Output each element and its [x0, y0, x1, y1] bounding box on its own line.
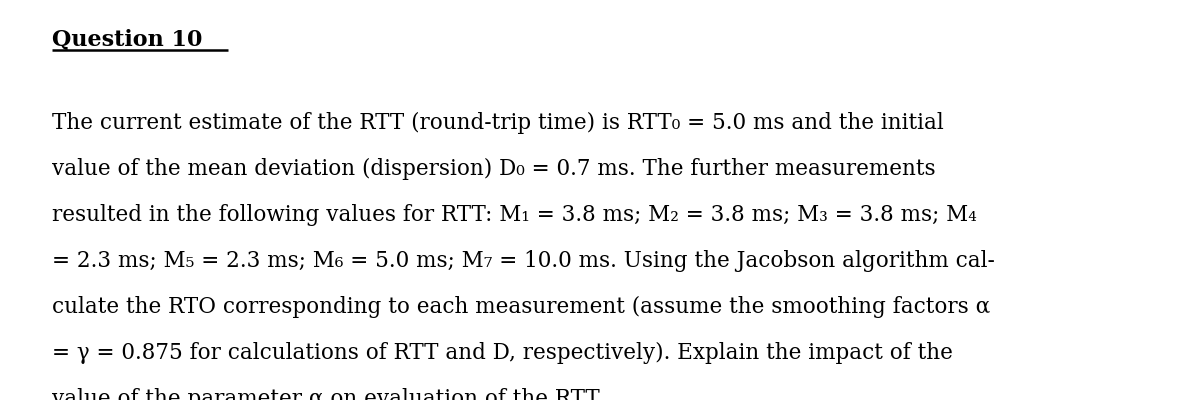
- Text: resulted in the following values for RTT: M₁ = 3.8 ms; M₂ = 3.8 ms; M₃ = 3.8 ms;: resulted in the following values for RTT…: [52, 204, 977, 226]
- Text: Question 10: Question 10: [52, 28, 202, 50]
- Text: value of the mean deviation (dispersion) D₀ = 0.7 ms. The further measurements: value of the mean deviation (dispersion)…: [52, 158, 935, 180]
- Text: = γ = 0.875 for calculations of RTT and D, respectively). Explain the impact of : = γ = 0.875 for calculations of RTT and …: [52, 342, 953, 364]
- Text: value of the parameter α on evaluation of the RTT.: value of the parameter α on evaluation o…: [52, 388, 602, 400]
- Text: culate the RTO corresponding to each measurement (assume the smoothing factors α: culate the RTO corresponding to each mea…: [52, 296, 990, 318]
- Text: = 2.3 ms; M₅ = 2.3 ms; M₆ = 5.0 ms; M₇ = 10.0 ms. Using the Jacobson algorithm c: = 2.3 ms; M₅ = 2.3 ms; M₆ = 5.0 ms; M₇ =…: [52, 250, 995, 272]
- Text: The current estimate of the RTT (round-trip time) is RTT₀ = 5.0 ms and the initi: The current estimate of the RTT (round-t…: [52, 112, 943, 134]
